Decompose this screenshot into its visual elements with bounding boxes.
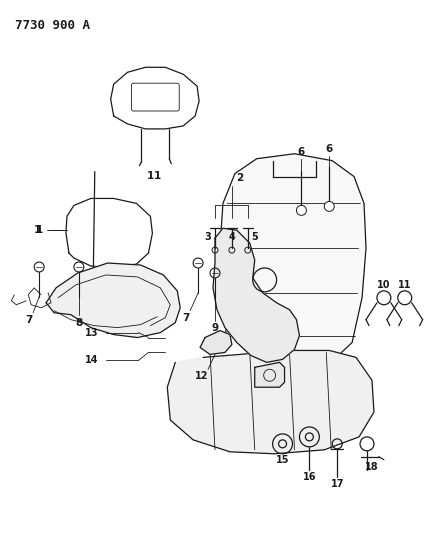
Text: 14: 14: [85, 356, 99, 366]
Polygon shape: [295, 213, 307, 230]
Polygon shape: [220, 154, 366, 358]
Text: 5: 5: [251, 232, 258, 242]
Text: 12: 12: [195, 372, 209, 381]
Text: 10: 10: [377, 280, 391, 290]
Text: 18: 18: [365, 462, 379, 472]
Text: 1: 1: [34, 225, 41, 235]
Text: 1: 1: [154, 171, 161, 181]
Circle shape: [297, 205, 306, 215]
Text: 6: 6: [298, 147, 305, 157]
Text: 7: 7: [182, 313, 190, 322]
Text: 1: 1: [36, 225, 43, 235]
Text: 2: 2: [236, 173, 244, 183]
Text: 16: 16: [303, 472, 316, 482]
Polygon shape: [46, 263, 180, 337]
Polygon shape: [255, 362, 285, 387]
Text: 4: 4: [229, 232, 235, 242]
Text: 7730 900 A: 7730 900 A: [15, 19, 90, 31]
Text: 6: 6: [326, 144, 333, 154]
Text: 11: 11: [398, 280, 411, 290]
Text: 9: 9: [211, 322, 219, 333]
Text: 13: 13: [85, 328, 99, 337]
Polygon shape: [200, 330, 232, 354]
Text: 3: 3: [205, 232, 211, 242]
Circle shape: [324, 201, 334, 212]
Polygon shape: [323, 209, 335, 227]
Text: 8: 8: [75, 318, 83, 328]
Text: 15: 15: [276, 455, 289, 465]
Polygon shape: [167, 351, 374, 454]
Text: 1: 1: [147, 171, 154, 181]
Polygon shape: [213, 228, 300, 362]
Text: 17: 17: [330, 479, 344, 489]
Text: 7: 7: [26, 314, 33, 325]
